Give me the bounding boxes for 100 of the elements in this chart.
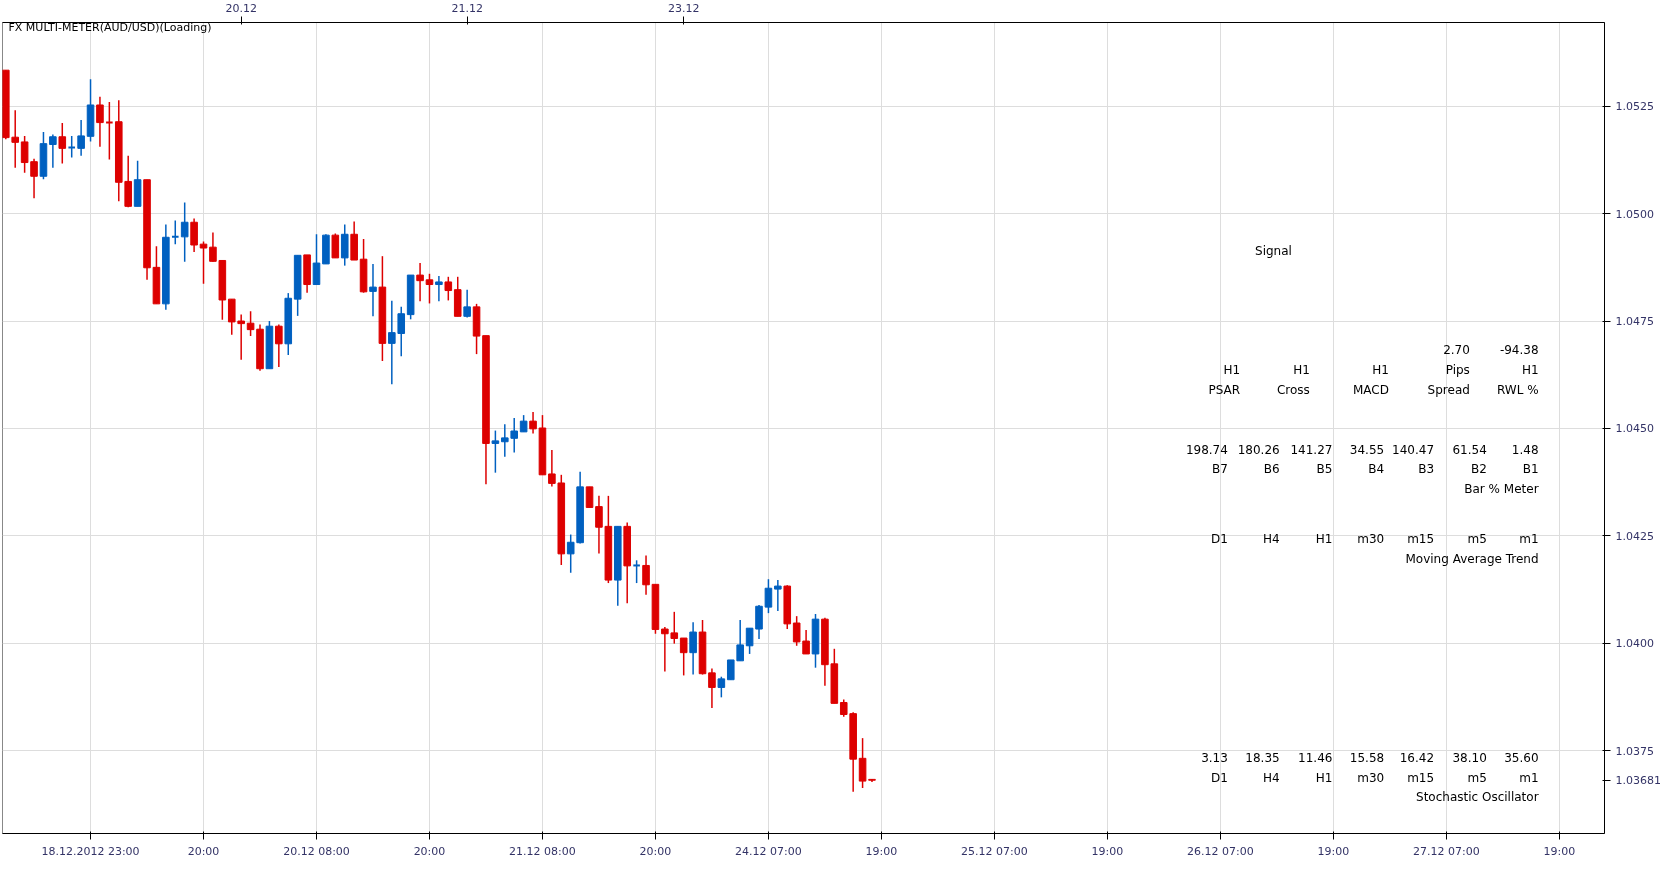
y-tick-label: 1.0425 (1615, 529, 1654, 543)
annotation: 61.54 (1452, 442, 1487, 457)
y-tick-label: 1.0475 (1615, 315, 1654, 329)
y-tick-label: 1.0450 (1615, 422, 1654, 436)
annotation: 140.47 (1392, 442, 1435, 457)
candlestick (105, 101, 114, 161)
candlestick (180, 201, 189, 263)
candlestick (632, 559, 641, 584)
annotation: Pips (1445, 363, 1470, 378)
annotation: 180.26 (1237, 442, 1280, 457)
annotation: 16.42 (1399, 750, 1435, 765)
annotation: 18.35 (1245, 750, 1280, 765)
x-tick-label: 19:00 (1317, 844, 1350, 858)
annotation: B2 (1470, 462, 1487, 477)
annotation: m15 (1407, 770, 1435, 785)
y-tick-label: 1.0500 (1615, 207, 1654, 221)
x-tick-label: 19:00 (865, 844, 898, 858)
candlestick (774, 579, 782, 612)
x-tick-label: 27.12 07:00 (1412, 844, 1480, 858)
annotation: 2.70 (1443, 343, 1470, 358)
x-tick-label: 18.12.2012 23:00 (41, 844, 140, 858)
y-tick-label: 1.0525 (1615, 100, 1654, 114)
x-tick-label: 21.12 08:00 (509, 844, 576, 858)
text: 23.12 (667, 1, 700, 15)
annotation: H1 (1372, 363, 1389, 378)
annotation: B6 (1263, 462, 1280, 477)
annotation: m30 (1357, 531, 1385, 546)
candlestick (717, 675, 726, 699)
annotation: PSAR (1208, 382, 1241, 397)
annotation: 141.27 (1290, 442, 1333, 457)
annotation: D1 (1211, 531, 1228, 546)
candlestick (190, 217, 198, 253)
candlestick (642, 554, 650, 596)
chart-title: FX MULTI-METER(AUD/USD)(Loading) (8, 20, 212, 34)
candlestick (416, 262, 424, 303)
annotation: 35.60 (1504, 750, 1539, 765)
x-tick-label: 24.12 07:00 (735, 844, 802, 858)
annotation: Bar % Meter (1464, 482, 1539, 497)
annotation: m1 (1519, 531, 1539, 546)
annotation: B3 (1418, 462, 1435, 477)
x-tick-label: 26.12 07:00 (1187, 844, 1254, 858)
candlestick (77, 119, 85, 157)
annotation: H1 (1315, 531, 1333, 546)
annotation: B1 (1522, 462, 1539, 477)
annotation: H4 (1263, 770, 1280, 785)
candlestick (529, 411, 537, 435)
x-tick-label: 20:00 (413, 844, 446, 858)
x-tick-label: 19:00 (1091, 844, 1124, 858)
candlestick (170, 219, 180, 245)
annotation: MACD (1352, 382, 1389, 397)
candlestick (463, 288, 471, 319)
candlestick (275, 323, 283, 368)
annotation: Stochastic Oscillator (1416, 790, 1539, 805)
y-tick-label: 1.0375 (1615, 744, 1654, 758)
annotation: 1.48 (1511, 442, 1539, 457)
annotation: B4 (1368, 462, 1385, 477)
annotation: H1 (1521, 363, 1539, 378)
text: 20.12 (225, 1, 257, 15)
annotation: D1 (1211, 770, 1228, 785)
text: 21.12 (451, 1, 483, 15)
x-tick-label: 20:00 (639, 844, 672, 858)
annotation: H1 (1223, 363, 1241, 378)
x-tick-label: 20:00 (187, 844, 220, 858)
annotation: m30 (1357, 770, 1385, 785)
annotation: Moving Average Trend (1405, 552, 1539, 567)
candlestick (369, 263, 377, 318)
annotation: RWL % (1496, 382, 1539, 397)
candlestick (312, 233, 321, 286)
annotation: m5 (1467, 770, 1487, 785)
candlestick (331, 232, 340, 259)
annotation: 34.55 (1349, 442, 1385, 457)
annotation: 11.46 (1298, 750, 1333, 765)
annotation: m15 (1407, 531, 1435, 546)
candlestick (96, 96, 104, 148)
candlestick (708, 667, 716, 709)
annotation: m1 (1519, 770, 1539, 785)
candlestick (679, 637, 688, 677)
annotation: -94.38 (1499, 343, 1539, 358)
y-tick-label: 1.03681 (1615, 774, 1661, 788)
candlestick (585, 486, 594, 509)
candlestick (67, 135, 76, 159)
annotation: H4 (1263, 531, 1280, 546)
annotation: 38.10 (1452, 750, 1487, 765)
annotation: Signal (1255, 243, 1292, 258)
candlestick (199, 240, 208, 285)
annotation: Spread (1427, 382, 1470, 397)
candlestick (340, 223, 349, 267)
x-tick-label: 19:00 (1543, 844, 1576, 858)
annotation: H1 (1293, 363, 1310, 378)
annotation: 15.58 (1349, 750, 1385, 765)
candlestick (49, 133, 57, 169)
annotation: Cross (1276, 382, 1310, 397)
candlestick (435, 275, 443, 303)
annotation: B7 (1212, 462, 1228, 477)
x-tick-label: 20.12 08:00 (283, 844, 350, 858)
annotation: m5 (1467, 531, 1487, 546)
candlestick (425, 273, 434, 305)
candlestick (58, 122, 67, 165)
annotation: 198.74 (1185, 442, 1228, 457)
candlestick (491, 429, 500, 474)
